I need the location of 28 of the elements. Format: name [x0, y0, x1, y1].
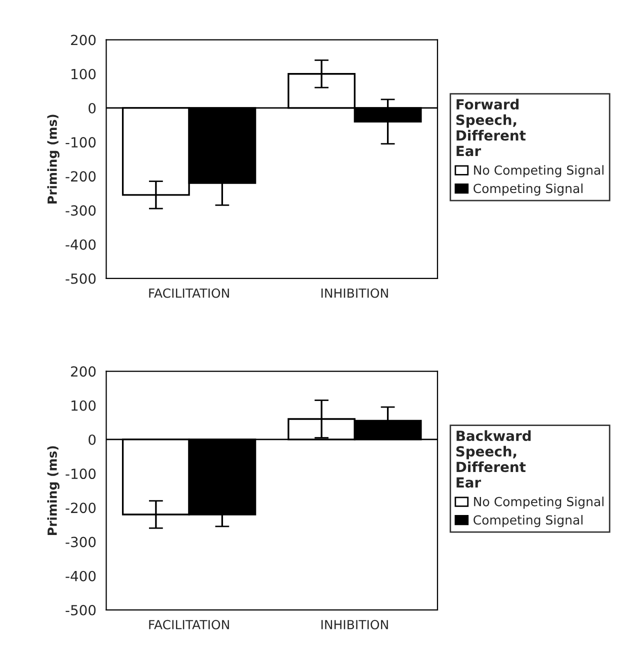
y-tick-label: 0: [88, 434, 96, 445]
x-tick-label: INHIBITION: [321, 288, 388, 298]
y-tick-label: 200: [71, 366, 96, 377]
y-tick-label: -500: [66, 604, 96, 616]
y-tick-label: -200: [66, 502, 96, 514]
y-tick-label: 100: [72, 400, 96, 411]
legend-title: Backward Speech, Different Ear: [456, 430, 531, 488]
y-axis-title: Priming (ms): [47, 446, 60, 535]
y-tick-label: -300: [66, 205, 96, 216]
x-tick-label: FACILITATION: [149, 288, 229, 298]
y-axis-title: Priming (ms): [47, 114, 60, 204]
y-tick-label: -500: [66, 273, 96, 284]
legend-label: Competing Signal: [474, 514, 582, 528]
y-tick-label: 200: [71, 34, 96, 46]
y-tick-label: 0: [88, 102, 96, 114]
y-tick-label: -100: [66, 137, 96, 148]
legend-label: No Competing Signal: [474, 165, 604, 178]
y-tick-label: -100: [66, 468, 96, 480]
x-tick-label: INHIBITION: [321, 620, 388, 630]
y-tick-label: -300: [66, 536, 96, 548]
legend-label: No Competing Signal: [474, 496, 604, 509]
y-tick-label: -200: [66, 171, 96, 182]
legend-label: Competing Signal: [474, 183, 582, 196]
y-tick-label: -400: [66, 570, 96, 582]
y-tick-label: -400: [66, 239, 96, 250]
y-tick-label: 100: [72, 68, 96, 80]
legend-title: Forward Speech, Different Ear: [456, 98, 526, 156]
x-tick-label: FACILITATION: [149, 620, 229, 630]
